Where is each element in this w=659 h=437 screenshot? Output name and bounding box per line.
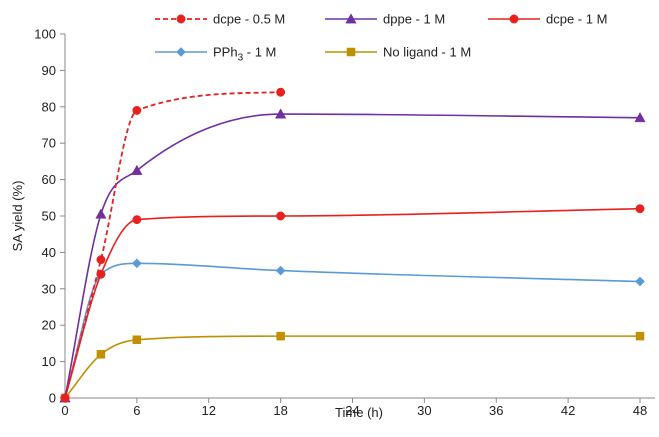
data-point (276, 211, 286, 221)
series-line (64, 335, 640, 399)
data-point (275, 108, 287, 119)
y-tick-label: 40 (42, 245, 56, 260)
legend-label-main: PPh (213, 45, 238, 60)
legend-label: dppe - 1 M (383, 12, 445, 27)
data-point (275, 265, 286, 276)
y-tick-label: 80 (42, 99, 56, 114)
y-tick-label: 70 (42, 136, 56, 151)
data-point (276, 87, 286, 97)
series-line (64, 207, 641, 399)
legend-label: No ligand - 1 M (383, 45, 471, 60)
legend: dcpe - 0.5 M dppe - 1 M dcpe - 1 M PPh3 - 1… (155, 12, 607, 64)
legend-item: dppe - 1 M (325, 12, 445, 27)
legend-marker (509, 14, 519, 24)
legend-item: dcpe - 0.5 M (155, 12, 285, 27)
x-tick-label: 42 (561, 403, 575, 418)
legend-marker (176, 47, 186, 57)
legend-label-rest: - 1 M (243, 45, 276, 60)
legend-marker (346, 47, 356, 57)
y-tick-label: 50 (42, 209, 56, 224)
y-tick-label: 30 (42, 281, 56, 296)
y-tick-label: 90 (42, 63, 56, 78)
data-point (131, 258, 142, 269)
data-point (95, 208, 107, 219)
series-3 (60, 258, 645, 403)
axes (64, 34, 655, 399)
data-point (132, 105, 142, 115)
data-point (635, 331, 645, 341)
x-tick-label: 18 (273, 403, 287, 418)
data-point (132, 335, 142, 345)
x-tick-label: 0 (61, 403, 68, 418)
y-tick-label: 100 (34, 27, 56, 42)
series-4 (60, 331, 645, 403)
legend-marker (176, 14, 186, 24)
data-point (132, 215, 142, 225)
x-ticks: 0 6 12 18 24 30 36 42 48 (61, 398, 647, 418)
data-point (635, 204, 645, 214)
y-tick-label: 10 (42, 354, 56, 369)
x-tick-label: 36 (489, 403, 503, 418)
legend-marker (345, 13, 357, 24)
data-point (635, 276, 645, 287)
series-line (64, 262, 641, 399)
legend-item: PPh3 - 1 M (155, 45, 276, 64)
legend-label-sub: 3 (238, 53, 244, 64)
x-tick-label: 30 (417, 403, 431, 418)
legend-label: PPh3 - 1 M (213, 45, 276, 64)
legend-label: dcpe - 1 M (546, 12, 607, 27)
legend-item: dcpe - 1 M (488, 12, 607, 27)
y-tick-label: 0 (49, 391, 56, 406)
data-point (60, 393, 70, 403)
x-tick-label: 6 (133, 403, 140, 418)
series-layer (59, 87, 646, 403)
data-point (131, 164, 143, 175)
series-1 (59, 108, 646, 403)
series-0 (60, 87, 286, 403)
legend-label: dcpe - 0.5 M (213, 12, 285, 27)
data-point (96, 255, 106, 265)
y-tick-label: 60 (42, 172, 56, 187)
y-ticks: 0 10 20 30 40 50 60 70 80 90 100 (34, 27, 65, 406)
series-line (64, 91, 281, 399)
x-tick-label: 12 (202, 403, 216, 418)
x-axis-title: Time (h) (335, 405, 383, 420)
series-2 (60, 204, 645, 403)
y-axis-title: SA yield (%) (10, 181, 25, 252)
data-point (634, 112, 646, 123)
x-tick-label: 48 (633, 403, 647, 418)
data-point (276, 331, 285, 341)
data-point (96, 269, 106, 279)
y-tick-label: 20 (42, 318, 56, 333)
legend-item: No ligand - 1 M (325, 45, 471, 60)
series-line (64, 113, 641, 399)
data-point (96, 350, 106, 359)
x-tick-label: 24 (345, 403, 359, 418)
